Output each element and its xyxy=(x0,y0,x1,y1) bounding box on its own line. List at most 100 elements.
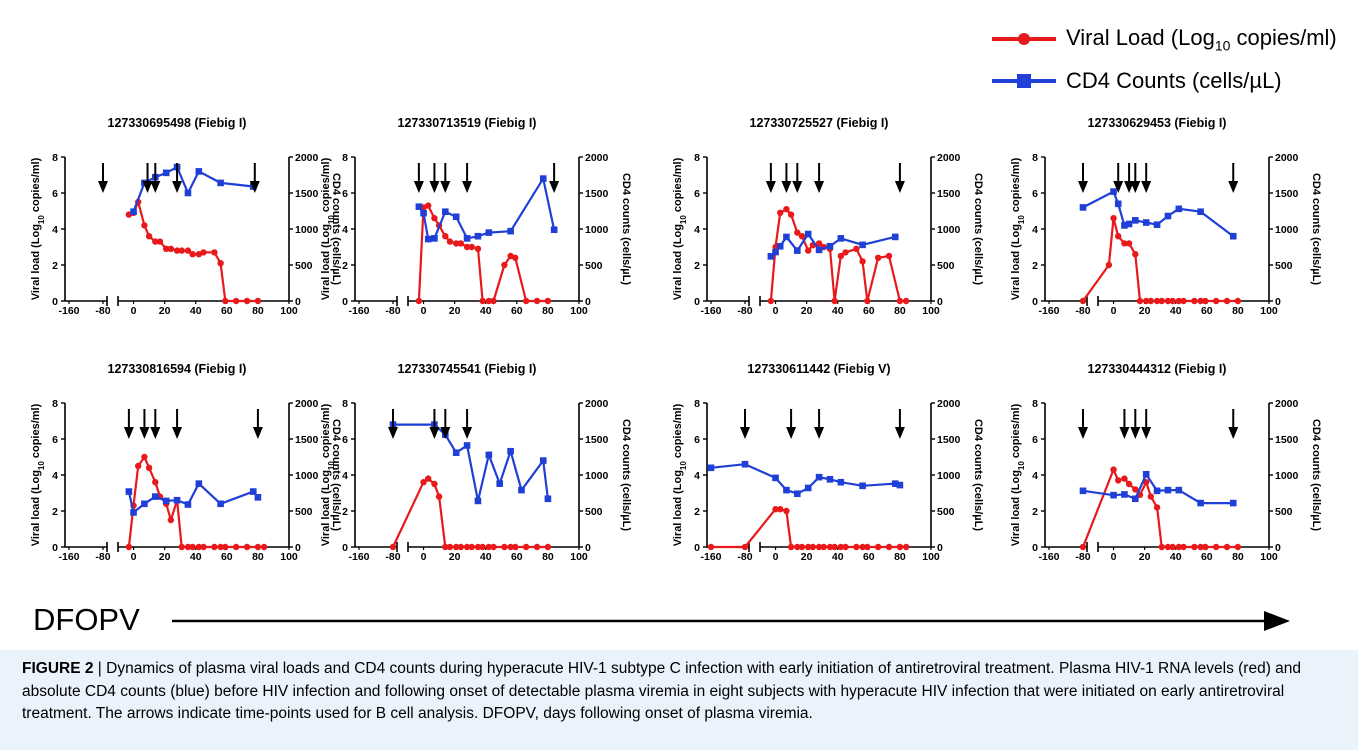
cd4-point xyxy=(815,473,823,481)
right-tick-label: 1000 xyxy=(937,470,961,482)
viral-load-point xyxy=(1115,477,1122,484)
right-tick-label: 500 xyxy=(1275,506,1293,518)
legend-viral-marker xyxy=(992,33,1056,45)
viral-load-point xyxy=(415,297,423,305)
viral-load-point xyxy=(178,247,185,254)
cd4-point xyxy=(130,509,137,516)
y-axis-title: Viral load (Log10 copies/ml) xyxy=(30,403,46,546)
viral-load-point xyxy=(1202,297,1209,305)
panel-title: 127330629453 (Fiebig I) xyxy=(1088,116,1227,130)
viral-load-point xyxy=(787,211,795,218)
cd4-point xyxy=(539,457,547,464)
sample-arrow-head xyxy=(252,427,263,439)
cd4-point xyxy=(1121,222,1128,229)
cd4-point xyxy=(896,481,904,489)
cd4-point xyxy=(431,235,438,242)
left-tick-label: 6 xyxy=(694,434,700,446)
x-tick-label: 0 xyxy=(421,551,427,563)
sample-arrow-head xyxy=(814,181,825,193)
x-tick-label: 100 xyxy=(1260,551,1278,563)
cd4-point xyxy=(162,497,170,505)
caption-text: | Dynamics of plasma viral loads and CD4… xyxy=(22,660,1302,722)
viral-load-point xyxy=(853,543,860,551)
viral-load-point xyxy=(260,543,268,551)
left-tick-label: 6 xyxy=(1032,188,1038,200)
viral-load-point xyxy=(859,543,866,551)
cd4-point xyxy=(452,449,460,456)
cd4-point xyxy=(776,242,784,250)
sample-arrow-head xyxy=(172,427,183,439)
viral-load-point xyxy=(1197,297,1204,305)
left-tick-label: 0 xyxy=(342,296,348,308)
right-tick-label: 2000 xyxy=(585,152,609,164)
cd4-point xyxy=(1079,487,1087,495)
viral-load-point xyxy=(1121,240,1128,247)
cd4-point xyxy=(485,451,493,459)
sample-arrow-head xyxy=(462,427,473,439)
panel-title: 127330745541 (Fiebig I) xyxy=(398,362,537,376)
right-tick-label: 500 xyxy=(937,260,955,272)
left-tick-label: 0 xyxy=(1032,542,1038,554)
viral-load-point xyxy=(533,543,541,551)
cd4-point xyxy=(496,480,504,487)
viral-load-point xyxy=(135,462,142,470)
cd4-point xyxy=(141,500,148,508)
sample-arrow-head xyxy=(740,427,750,439)
viral-load-point xyxy=(1234,297,1242,305)
viral-load-line xyxy=(744,508,777,548)
x-tick-label: 60 xyxy=(863,305,875,317)
sample-arrow-head xyxy=(792,181,803,193)
viral-load-point xyxy=(815,240,823,247)
right-tick-label: 1500 xyxy=(937,188,961,200)
viral-load-point xyxy=(145,464,153,471)
x-tick-label: 60 xyxy=(221,305,233,317)
x-tick-label: 40 xyxy=(832,551,844,563)
viral-load-point xyxy=(707,543,715,551)
sample-arrow-head xyxy=(549,181,560,193)
viral-load-point xyxy=(189,251,196,258)
viral-load-point xyxy=(831,297,838,305)
y2-axis-title: CD4 counts (cells/µL) xyxy=(620,419,632,531)
left-tick-label: 4 xyxy=(342,224,348,236)
viral-load-point xyxy=(1164,297,1172,305)
panel-4: 127330629453 (Fiebig I)02468050010001500… xyxy=(1010,116,1322,317)
right-tick-label: 2000 xyxy=(585,398,609,410)
left-tick-label: 2 xyxy=(342,260,348,272)
y2-axis-title: CD4 counts (cells/µL) xyxy=(330,173,342,285)
y-axis-title: Viral load (Log10 copies/ml) xyxy=(672,157,688,300)
viral-load-point xyxy=(254,297,262,305)
viral-load-point xyxy=(544,297,552,305)
viral-load-line xyxy=(417,204,548,303)
x-tick-label: 20 xyxy=(159,305,171,317)
right-tick-label: 1000 xyxy=(585,470,609,482)
viral-load-point xyxy=(152,479,159,486)
viral-load-point xyxy=(1153,504,1161,511)
cd4-point xyxy=(507,227,514,235)
panel-title: 127330713519 (Fiebig I) xyxy=(398,116,537,130)
viral-load-point xyxy=(232,297,240,305)
x-tick-label: 80 xyxy=(894,305,906,317)
sample-arrow-head xyxy=(98,181,108,193)
cd4-line xyxy=(1113,472,1234,505)
y2-axis-title: CD4 counts (cells/µL) xyxy=(330,419,342,531)
x-tick-label: 20 xyxy=(159,551,171,563)
sample-arrow-head xyxy=(172,181,183,193)
sample-arrow-head xyxy=(814,427,825,439)
viral-load-point xyxy=(798,233,806,240)
y2-axis-title: CD4 counts (cells/µL) xyxy=(620,173,632,285)
cd4-point xyxy=(217,500,224,508)
cd4-point xyxy=(859,482,866,490)
x-tick-label: 20 xyxy=(1139,551,1151,563)
cd4-point xyxy=(772,474,779,482)
sample-arrow-head xyxy=(150,427,161,439)
right-tick-label: 0 xyxy=(937,542,943,554)
viral-load-point xyxy=(389,543,397,551)
cd4-point xyxy=(254,494,262,501)
viral-load-point xyxy=(442,233,449,240)
left-tick-label: 0 xyxy=(342,542,348,554)
viral-load-point xyxy=(1175,543,1183,551)
x-tick-label: 80 xyxy=(542,551,554,563)
viral-load-point xyxy=(1105,261,1113,269)
viral-load-point xyxy=(1142,297,1150,305)
